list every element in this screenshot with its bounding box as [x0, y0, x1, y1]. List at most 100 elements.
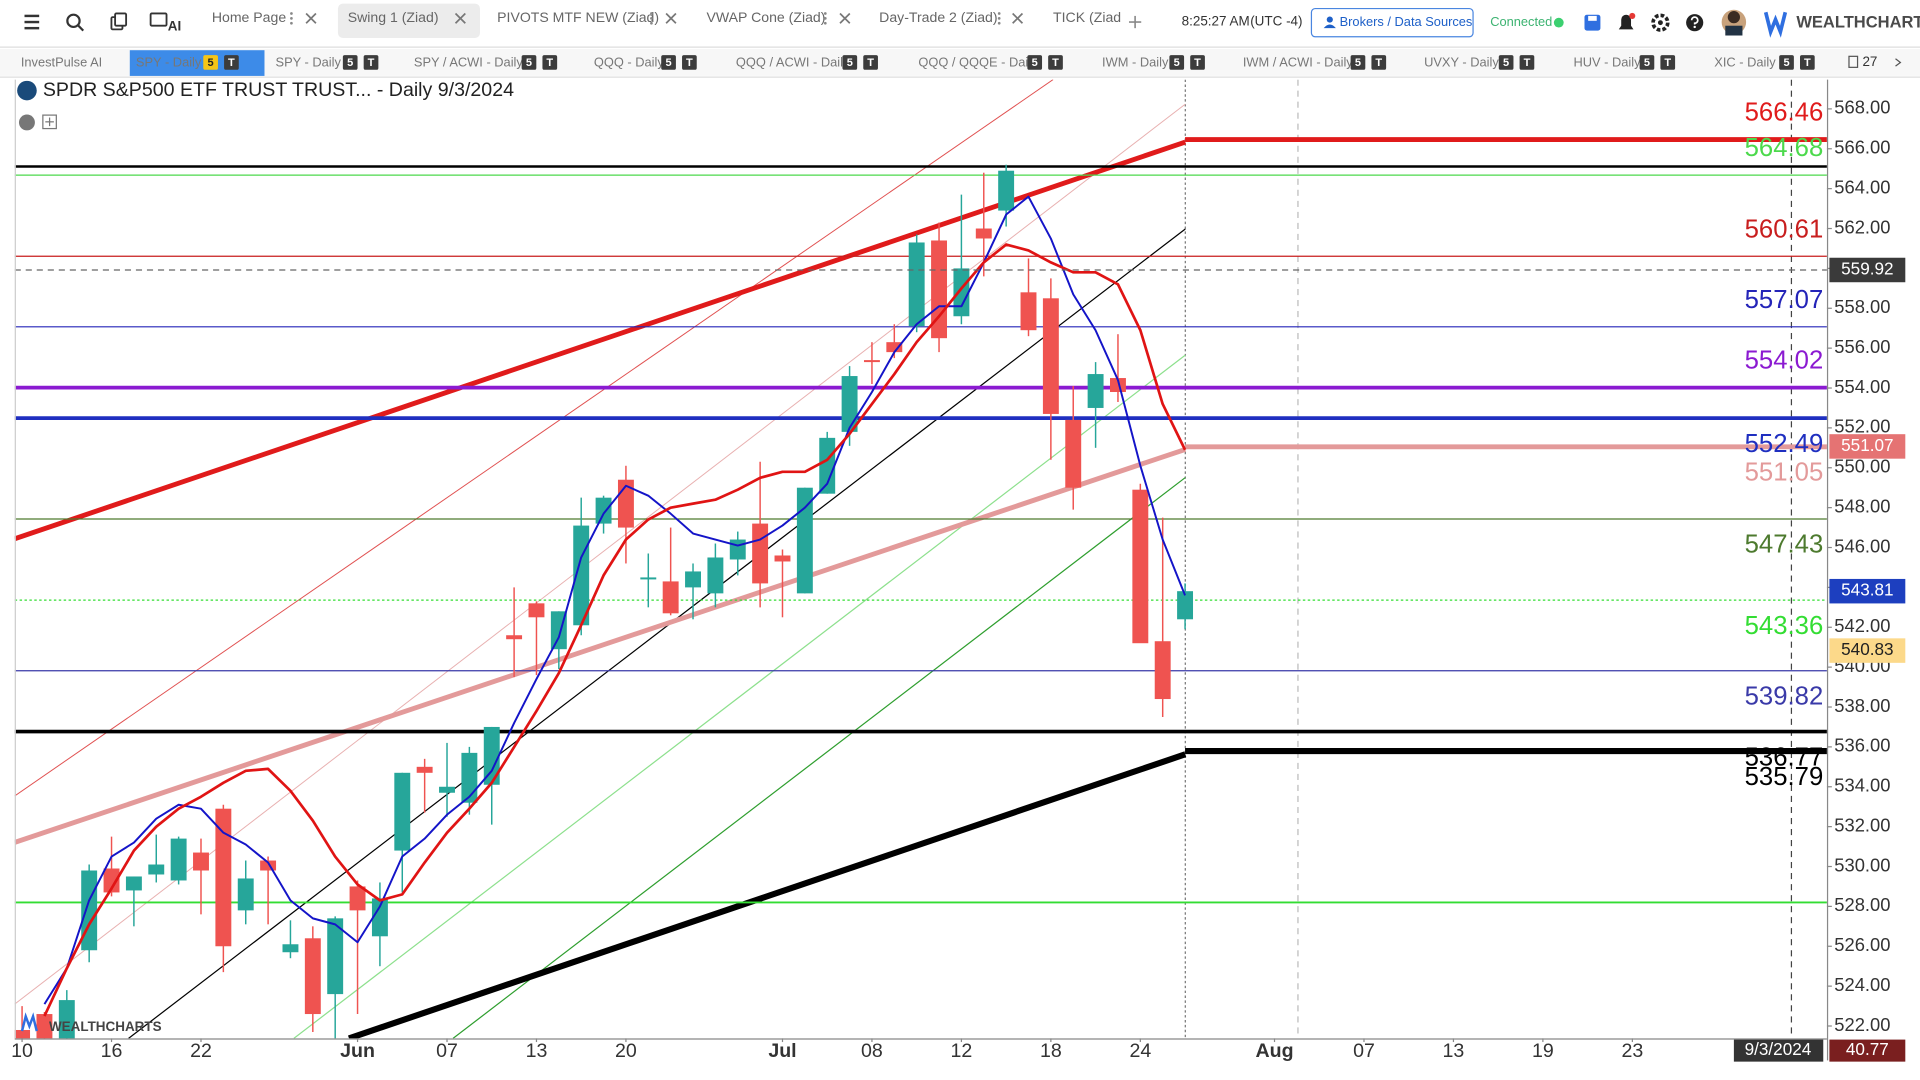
- y-tick-label: 556.00: [1834, 336, 1890, 357]
- help-icon[interactable]: [1686, 14, 1704, 32]
- settings-icon[interactable]: [1651, 13, 1670, 32]
- x-tick-label: 20: [615, 1040, 637, 1062]
- trend-line: [347, 751, 1187, 1039]
- price-level-label: 543.36: [1745, 612, 1824, 640]
- brand-name: WEALTHCHARTS: [1796, 13, 1920, 32]
- chart-tab-label: IWM - Daily: [1102, 54, 1169, 69]
- save-icon[interactable]: [1584, 14, 1601, 31]
- tab-close[interactable]: [305, 12, 317, 24]
- chart-tab[interactable]: UVXY - Daily 5 T: [1424, 54, 1535, 70]
- tab-menu-dot: [650, 12, 653, 15]
- new-tab-icon[interactable]: [1128, 15, 1142, 29]
- brokers-label: Brokers / Data Sources: [1340, 14, 1473, 29]
- tab-close[interactable]: [454, 12, 466, 24]
- moving-average-line: [43, 243, 1187, 1017]
- price-level-label: 564.68: [1745, 134, 1824, 162]
- chart-tab[interactable]: IWM - Daily 5 T: [1102, 54, 1205, 70]
- candle-body: [282, 944, 299, 953]
- x-tick-label: 13: [1443, 1040, 1465, 1062]
- indicator-toggle[interactable]: [18, 114, 35, 131]
- layout-count-icon[interactable]: [1848, 55, 1859, 68]
- tab-menu-dot: [290, 12, 293, 15]
- chart-tab[interactable]: InvestPulse AI: [21, 54, 102, 69]
- chart-tab-label: InvestPulse AI: [21, 54, 102, 69]
- alerts-icon[interactable]: [1618, 12, 1636, 30]
- chart-tab-badge-text: 5: [208, 57, 214, 69]
- workspace-tab[interactable]: PIVOTS MTF NEW (Ziad): [497, 9, 677, 25]
- workspace-tab[interactable]: Day-Trade 2 (Ziad): [879, 9, 1024, 25]
- chart-tab-badge: [1350, 55, 1366, 70]
- chart-tab[interactable]: IWM / ACWI - Daily 5 T: [1243, 54, 1387, 70]
- avatar[interactable]: [1721, 9, 1747, 36]
- price-badge: [1829, 434, 1906, 459]
- candle-body: [439, 786, 455, 793]
- tab-close[interactable]: [839, 12, 851, 24]
- plot-area: [14, 79, 1827, 1039]
- workspace-tab[interactable]: Swing 1 (Ziad): [348, 9, 466, 25]
- search-icon[interactable]: [66, 13, 85, 32]
- chart-tab-label: HUV - Daily: [1573, 54, 1641, 69]
- y-tick-label: 558.00: [1834, 296, 1890, 317]
- chart-tab-badge: [1190, 55, 1205, 70]
- date-badge: [1733, 1039, 1824, 1062]
- trend-line: [14, 447, 1187, 845]
- corner-badge: [1829, 1039, 1906, 1062]
- corner-badge-text: 40.77: [1846, 1039, 1889, 1059]
- chart-tab[interactable]: QQQ - Daily 5 T: [594, 54, 697, 70]
- tab-label: TICK (Ziad: [1053, 9, 1121, 25]
- watermark-text: WEALTHCHARTS: [49, 1019, 162, 1034]
- chart-tab-label: IWM / ACWI - Daily: [1243, 54, 1353, 69]
- chart-tab[interactable]: XIC - Daily 5 T: [1714, 54, 1815, 70]
- tab-menu-dot: [650, 17, 653, 20]
- chart-tab[interactable]: SPY - Daily 5 T: [276, 54, 379, 70]
- chart-tab-badge: [1660, 55, 1676, 70]
- candle-body: [595, 497, 612, 524]
- y-tick-label: 554.00: [1834, 376, 1890, 397]
- chart-tab-label: QQQ - Daily: [594, 54, 665, 69]
- chart-tab-badge-text: T: [546, 57, 553, 69]
- candle-body: [506, 635, 523, 640]
- ai-icon[interactable]: AI: [149, 12, 182, 34]
- candle-body: [662, 581, 679, 614]
- tab-menu-dot: [823, 12, 827, 15]
- menu-icon[interactable]: [24, 14, 40, 30]
- y-tick-label: 542.00: [1834, 615, 1890, 636]
- chart-tab-badge-text: 5: [1032, 57, 1038, 69]
- workspace-tab[interactable]: TICK (Ziad: [1053, 9, 1121, 25]
- watermark: WEALTHCHARTS: [20, 1012, 162, 1034]
- tab-close[interactable]: [665, 12, 677, 24]
- chart-tab-badge-text: 5: [347, 57, 353, 69]
- chart-tab[interactable]: SPY - Daily 5 T: [129, 50, 265, 76]
- x-tick-label: 13: [526, 1040, 548, 1062]
- brand-logo: WEALTHCHARTS: [1763, 11, 1920, 38]
- chart-tab-badge-text: 5: [526, 57, 532, 69]
- workspace-tab[interactable]: Home Page: [212, 9, 317, 25]
- tab-close[interactable]: [1012, 12, 1024, 24]
- candle-body: [81, 870, 98, 951]
- tab-menu-dot: [997, 21, 1001, 25]
- add-indicator[interactable]: [42, 114, 57, 130]
- candle-body: [1154, 641, 1171, 700]
- candle-body: [237, 878, 254, 911]
- chart-tab[interactable]: HUV - Daily 5 T: [1573, 54, 1676, 70]
- chart-tab-badge: [661, 55, 676, 70]
- date-badge-text: 9/3/2024: [1745, 1039, 1812, 1059]
- chart-tab[interactable]: SPY / ACWI - Daily 5 T: [414, 54, 558, 70]
- x-tick-label: 23: [1621, 1040, 1643, 1062]
- chart-title: SPDR S&P500 ETF TRUST TRUST... - Daily 9…: [43, 79, 514, 101]
- brokers-button[interactable]: Brokers / Data Sources: [1310, 7, 1474, 38]
- tab-label: Swing 1 (Ziad): [348, 9, 439, 25]
- workspace-tab[interactable]: VWAP Cone (Ziad): [707, 9, 851, 25]
- y-tick-label: 552.00: [1834, 416, 1890, 437]
- chart-tab-label: SPY - Daily: [276, 54, 342, 69]
- y-tick-label: 562.00: [1834, 216, 1890, 237]
- candle-body: [863, 360, 880, 363]
- chart-tab-badge-text: T: [686, 57, 693, 69]
- x-tick-label: 16: [101, 1040, 123, 1062]
- scroll-right[interactable]: [1895, 58, 1902, 67]
- layouts-icon[interactable]: [110, 12, 128, 31]
- timezone: (UTC -4): [1250, 14, 1302, 29]
- candle-body: [304, 938, 321, 1015]
